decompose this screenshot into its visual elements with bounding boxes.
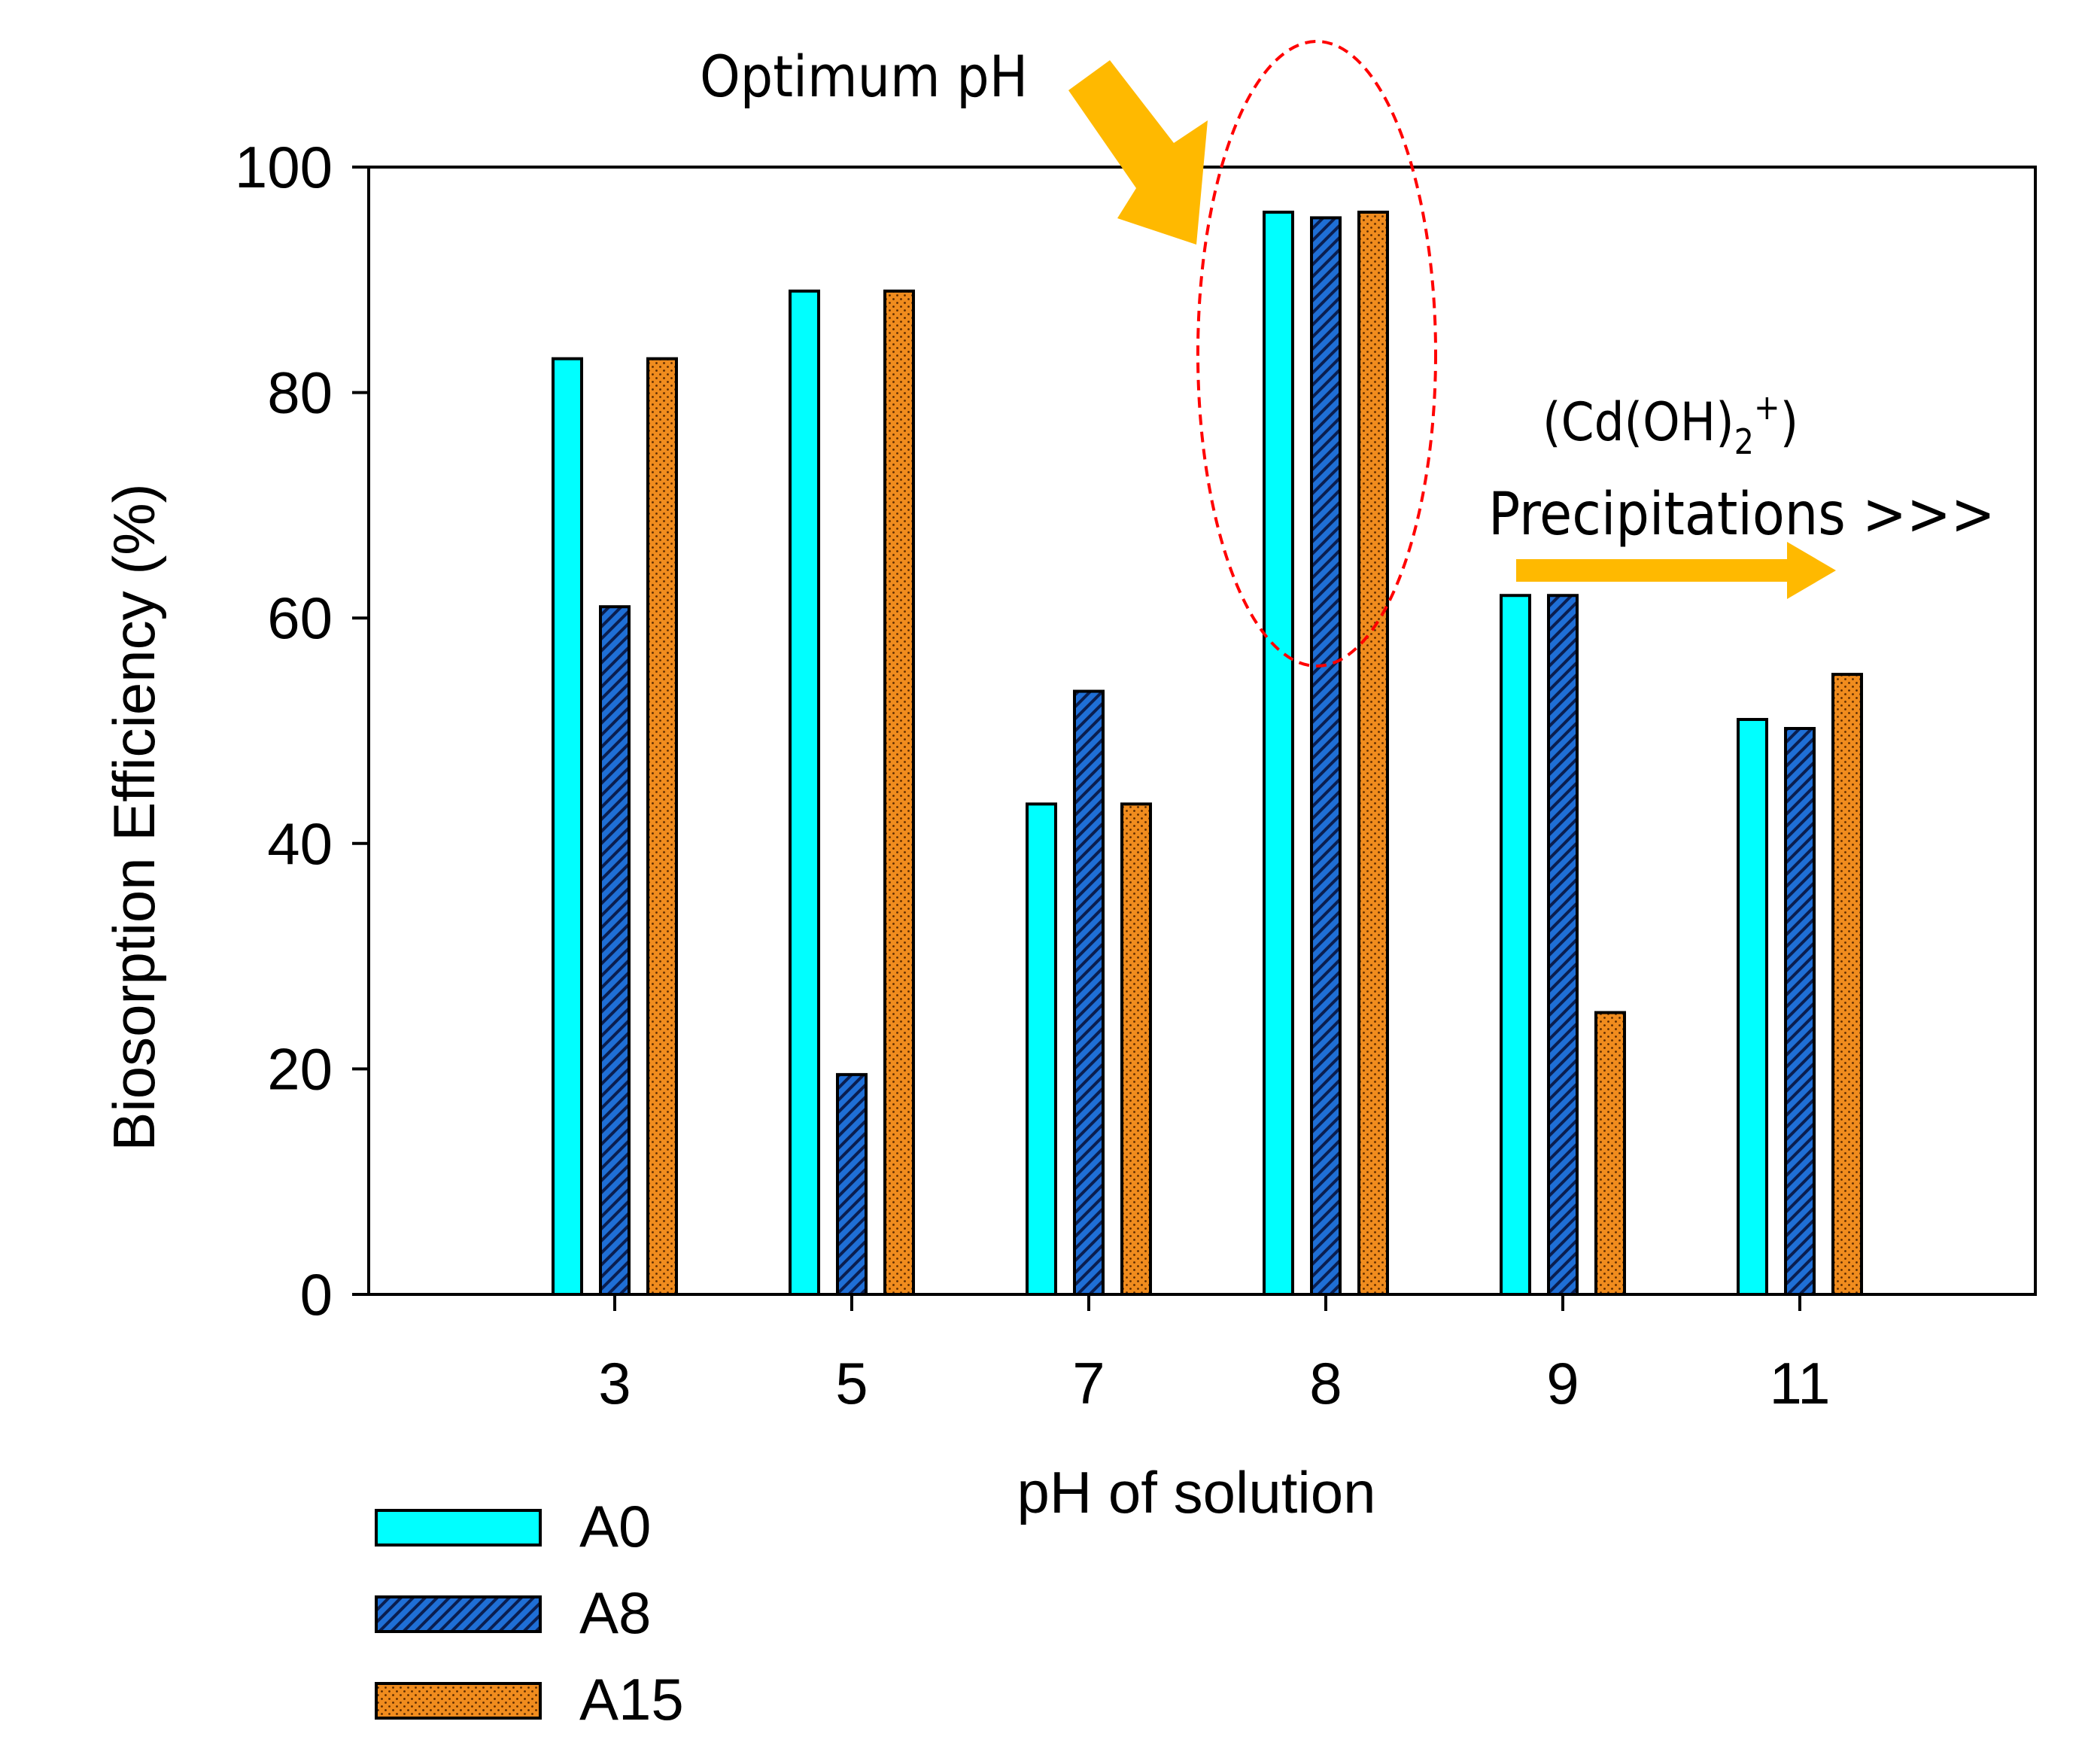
bar-a0-ph-11 bbox=[1737, 718, 1768, 1296]
bar-a15-ph-3 bbox=[646, 357, 678, 1296]
x-tick-label: 11 bbox=[1770, 1350, 1831, 1416]
x-tick-label: 9 bbox=[1546, 1350, 1579, 1416]
bars bbox=[552, 210, 1863, 1296]
x-tick-label: 5 bbox=[835, 1350, 868, 1416]
species-subscript: 2 bbox=[1734, 421, 1754, 462]
bar-a15-ph-11 bbox=[1831, 673, 1863, 1296]
x-tick-label: 3 bbox=[598, 1350, 631, 1416]
bar-a8-ph-7 bbox=[1073, 689, 1105, 1296]
species-superscript: + bbox=[1754, 387, 1780, 427]
bar-a0-ph-9 bbox=[1500, 594, 1531, 1296]
bar-a8-ph-3 bbox=[599, 605, 631, 1296]
bar-a0-ph-7 bbox=[1026, 802, 1057, 1296]
y-tick-label: 100 bbox=[235, 134, 333, 200]
x-tick-label: 7 bbox=[1072, 1350, 1105, 1416]
legend-label-a0: A0 bbox=[579, 1493, 651, 1559]
optimum-arrow-icon bbox=[1068, 60, 1208, 245]
bar-a8-ph-9 bbox=[1547, 594, 1579, 1296]
x-tick-label: 8 bbox=[1309, 1350, 1342, 1416]
bar-a0-ph-5 bbox=[789, 289, 820, 1296]
legend-swatch-a15 bbox=[375, 1682, 542, 1720]
y-tick-label: 60 bbox=[267, 585, 333, 651]
precipitation-arrow-icon bbox=[1516, 542, 1836, 599]
bar-a15-ph-5 bbox=[883, 289, 915, 1296]
y-tick-label: 40 bbox=[267, 811, 333, 877]
bar-a8-ph-5 bbox=[836, 1072, 868, 1296]
y-tick-label: 20 bbox=[267, 1036, 333, 1102]
legend-swatch-a8 bbox=[375, 1595, 542, 1633]
y-axis-ticks: 0 20 40 60 80 100 bbox=[235, 134, 369, 1328]
bar-a8-ph-11 bbox=[1784, 727, 1816, 1296]
y-tick-label: 0 bbox=[300, 1261, 333, 1328]
x-axis-title: pH of solution bbox=[1017, 1459, 1376, 1525]
y-axis-title: Biosorption Efficiency (%) bbox=[101, 483, 167, 1151]
legend: A0 A8 A15 bbox=[375, 1493, 684, 1732]
bar-a15-ph-8 bbox=[1357, 210, 1389, 1296]
legend-label-a8: A8 bbox=[579, 1580, 651, 1646]
bar-a15-ph-7 bbox=[1120, 802, 1152, 1296]
bar-a8-ph-8 bbox=[1310, 216, 1342, 1296]
legend-swatch-a0 bbox=[375, 1509, 542, 1547]
bar-a0-ph-8 bbox=[1263, 210, 1294, 1296]
cd-hydroxide-label: (Cd(OH)2+) bbox=[1542, 387, 1798, 462]
species-prefix: (Cd(OH) bbox=[1542, 391, 1734, 453]
precipitations-label: Precipitations >>> bbox=[1488, 481, 1995, 549]
bar-a15-ph-9 bbox=[1594, 1011, 1626, 1296]
bar-a0-ph-3 bbox=[552, 357, 583, 1296]
optimum-ph-ellipse bbox=[1196, 40, 1437, 668]
legend-label-a15: A15 bbox=[579, 1666, 684, 1732]
species-suffix: ) bbox=[1780, 391, 1799, 453]
y-tick-label: 80 bbox=[267, 360, 333, 426]
x-axis-ticks: 3 5 7 8 9 11 bbox=[598, 1294, 1830, 1416]
optimum-ph-label: Optimum pH bbox=[700, 43, 1028, 110]
